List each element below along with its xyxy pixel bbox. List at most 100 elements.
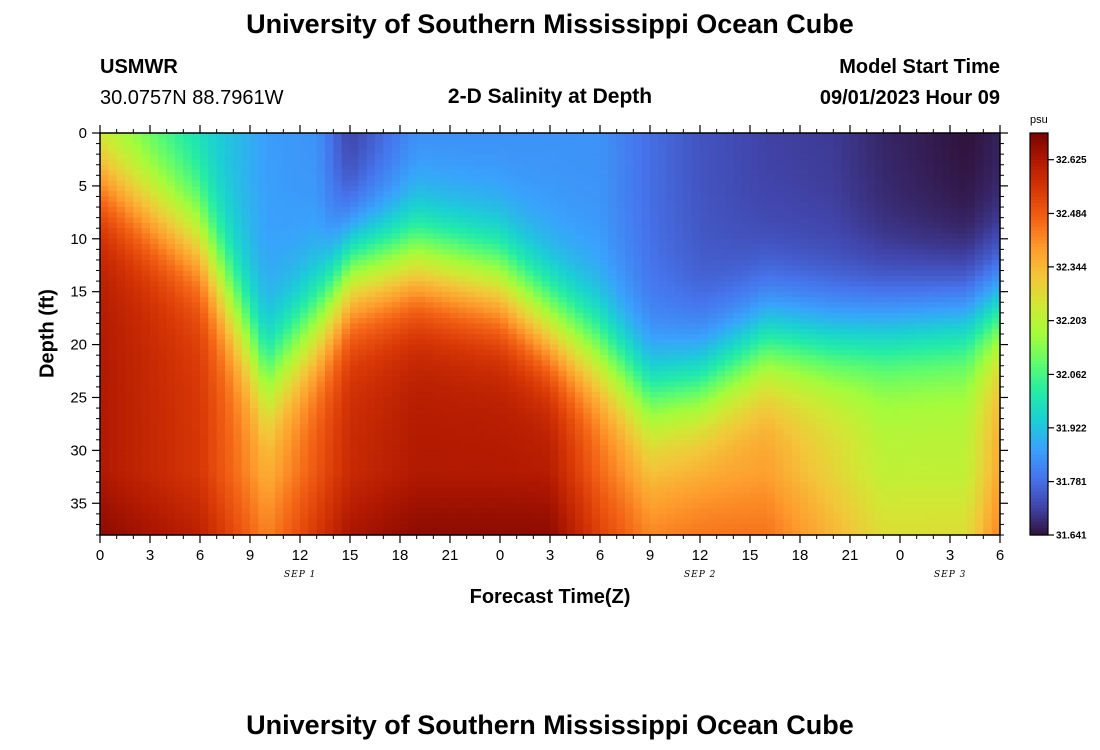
heatmap-cell (450, 519, 459, 526)
heatmap-cell (166, 212, 176, 219)
heatmap-cell (391, 439, 401, 446)
heatmap-cell (641, 138, 651, 145)
heatmap-cell (116, 503, 126, 510)
heatmap-cell (341, 249, 351, 256)
heatmap-cell (500, 201, 509, 208)
heatmap-cell (141, 180, 151, 187)
heatmap-cell (200, 233, 209, 240)
heatmap-cell (125, 175, 134, 182)
heatmap-cell (375, 519, 384, 526)
heatmap-cell (525, 328, 534, 335)
heatmap-cell (183, 365, 193, 372)
heatmap-cell (491, 254, 501, 261)
heatmap-cell (525, 212, 534, 219)
heatmap-cell (216, 185, 226, 192)
heatmap-cell (491, 508, 501, 515)
heatmap-cell (633, 143, 643, 150)
heatmap-cell (391, 138, 401, 145)
heatmap-cell (616, 413, 626, 420)
heatmap-cell (425, 180, 434, 187)
heatmap-cell (408, 296, 418, 303)
heatmap-cell (350, 170, 359, 176)
heatmap-cell (333, 497, 343, 504)
heatmap-cell (500, 482, 509, 488)
heatmap-cell (375, 476, 384, 483)
heatmap-cell (550, 339, 559, 346)
heatmap-cell (333, 476, 343, 483)
heatmap-cell (358, 334, 368, 340)
heatmap-cell (175, 360, 184, 367)
heatmap-cell (575, 455, 584, 462)
heatmap-cell (600, 386, 609, 393)
heatmap-cell (300, 413, 309, 420)
heatmap-cell (358, 281, 368, 287)
heatmap-cell (541, 524, 551, 531)
heatmap-cell (150, 376, 159, 383)
heatmap-cell (283, 138, 293, 145)
heatmap-cell (291, 392, 301, 399)
heatmap-cell (150, 466, 159, 473)
heatmap-cell (300, 429, 309, 436)
heatmap-cell (283, 207, 293, 213)
heatmap-cell (483, 281, 493, 287)
heatmap-cell (183, 259, 193, 266)
heatmap-cell (466, 212, 476, 219)
heatmap-cell (375, 180, 384, 187)
heatmap-cell (108, 207, 118, 213)
heatmap-cell (491, 323, 501, 330)
heatmap-cell (591, 233, 601, 240)
heatmap-cell (166, 222, 176, 229)
heatmap-cell (266, 376, 276, 383)
heatmap-cell (600, 164, 609, 171)
heatmap-cell (350, 138, 359, 145)
heatmap-cell (516, 138, 526, 145)
heatmap-cell (416, 349, 426, 356)
heatmap-cell (416, 408, 426, 414)
heatmap-cell (458, 392, 468, 399)
heatmap-cell (100, 143, 109, 150)
heatmap-cell (500, 344, 509, 351)
heatmap-cell (141, 339, 151, 346)
heatmap-cell (183, 148, 193, 155)
heatmap-cell (300, 259, 309, 266)
heatmap-cell (325, 180, 334, 187)
heatmap-cell (375, 450, 384, 457)
heatmap-cell (491, 450, 501, 457)
heatmap-cell (416, 170, 426, 176)
heatmap-cell (383, 228, 393, 235)
heatmap-cell (275, 466, 284, 473)
heatmap-cell (575, 418, 584, 425)
heatmap-cell (583, 519, 593, 526)
heatmap-cell (250, 259, 259, 266)
heatmap-cell (191, 392, 201, 399)
heatmap-cell (425, 381, 434, 388)
heatmap-cell (333, 381, 343, 388)
heatmap-cell (158, 328, 168, 335)
heatmap-cell (216, 175, 226, 182)
heatmap-cell (175, 455, 184, 462)
heatmap-cell (175, 281, 184, 287)
heatmap-cell (591, 471, 601, 478)
heatmap-cell (550, 355, 559, 362)
heatmap-cell (325, 408, 334, 414)
heatmap-cell (525, 386, 534, 393)
heatmap-cell (516, 365, 526, 372)
heatmap-cell (591, 217, 601, 224)
heatmap-cell (275, 185, 284, 192)
heatmap-cell (283, 423, 293, 430)
heatmap-cell (633, 365, 643, 372)
heatmap-cell (208, 302, 218, 309)
heatmap-cell (625, 371, 634, 377)
heatmap-cell (258, 302, 268, 309)
heatmap-cell (491, 455, 501, 462)
heatmap-cell (441, 286, 451, 293)
heatmap-cell (100, 312, 109, 319)
heatmap-cell (508, 524, 518, 531)
heatmap-cell (516, 423, 526, 430)
heatmap-cell (416, 265, 426, 272)
heatmap-cell (283, 238, 293, 245)
heatmap-cell (166, 392, 176, 399)
heatmap-cell (450, 254, 459, 261)
heatmap-cell (458, 228, 468, 235)
heatmap-cell (400, 460, 409, 467)
